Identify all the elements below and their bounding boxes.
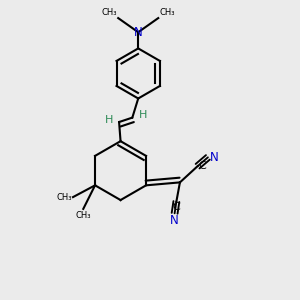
- Text: C: C: [199, 161, 206, 171]
- Text: N: N: [210, 151, 218, 164]
- Text: N: N: [134, 26, 142, 39]
- Text: CH₃: CH₃: [76, 211, 91, 220]
- Text: H: H: [139, 110, 148, 120]
- Text: C: C: [172, 202, 180, 212]
- Text: CH₃: CH₃: [101, 8, 117, 16]
- Text: CH₃: CH₃: [56, 193, 71, 202]
- Text: H: H: [105, 115, 113, 125]
- Text: N: N: [170, 214, 179, 227]
- Text: CH₃: CH₃: [160, 8, 175, 16]
